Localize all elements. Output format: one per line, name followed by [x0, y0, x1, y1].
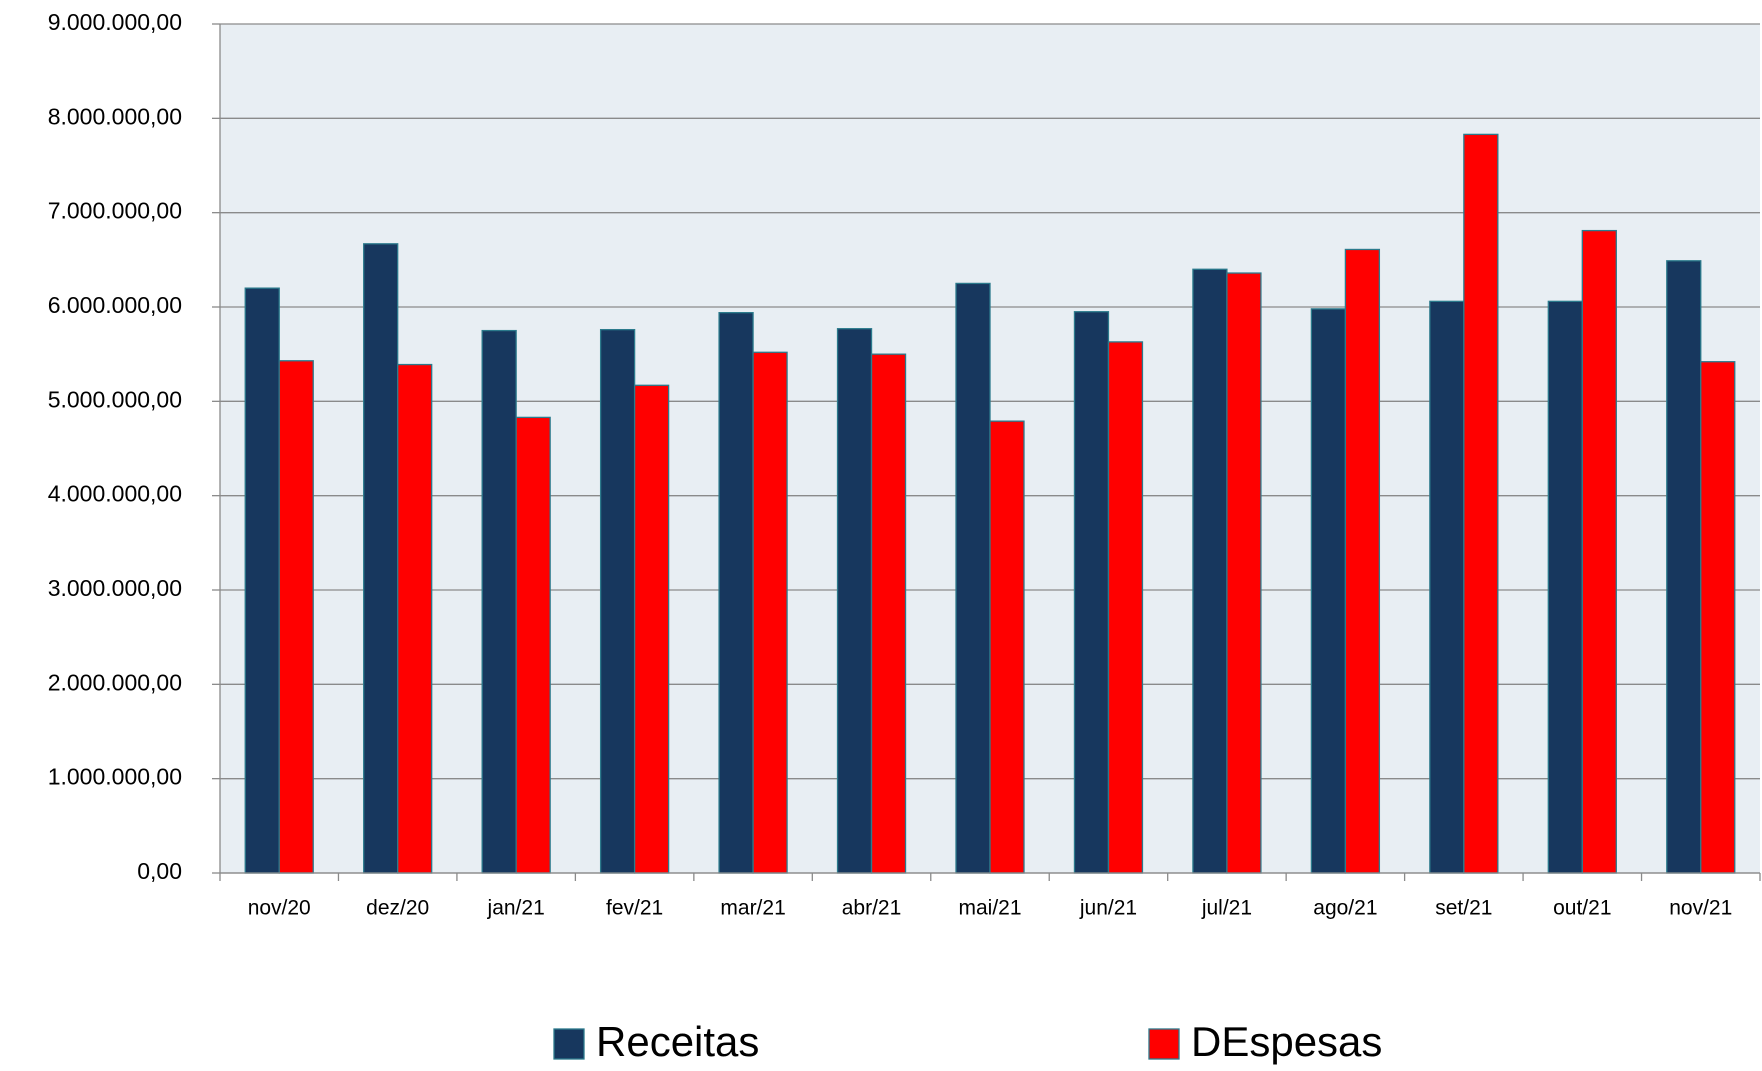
bar [397, 363, 433, 874]
bar [836, 328, 873, 874]
y-tick-label: 8.000.000,00 [48, 103, 182, 129]
legend-swatch [553, 1028, 585, 1060]
x-tick-label: jul/21 [1201, 897, 1252, 920]
x-tick-label: nov/21 [1669, 897, 1732, 920]
bar [1547, 300, 1583, 874]
bar [955, 282, 991, 874]
x-tick-label: out/21 [1553, 897, 1611, 920]
legend-label: DEspesas [1191, 1018, 1382, 1065]
bar [870, 353, 907, 874]
bar [1192, 268, 1228, 874]
y-tick-label: 3.000.000,00 [48, 575, 182, 601]
bar [515, 416, 551, 874]
x-tick-label: jun/21 [1079, 897, 1137, 920]
x-tick-label: abr/21 [842, 897, 902, 920]
bar [1310, 308, 1347, 874]
y-tick-label: 1.000.000,00 [48, 764, 182, 790]
legend-label: Receitas [596, 1018, 759, 1065]
bar [718, 312, 754, 874]
x-tick-label: fev/21 [606, 897, 663, 920]
bar [752, 351, 788, 874]
bar [989, 420, 1025, 874]
bar [599, 328, 636, 874]
bar [1700, 361, 1736, 874]
x-tick-label: mai/21 [958, 897, 1021, 920]
y-tick-label: 7.000.000,00 [48, 198, 182, 224]
legend-swatch [1148, 1028, 1180, 1060]
bar [1107, 341, 1144, 874]
x-tick-label: set/21 [1435, 897, 1492, 920]
bar [1581, 229, 1617, 874]
x-tick-label: mar/21 [720, 897, 785, 920]
y-tick-label: 4.000.000,00 [48, 481, 182, 507]
y-tick-label: 0,00 [137, 858, 182, 884]
bar [278, 360, 314, 874]
bar [1463, 133, 1499, 874]
y-tick-label: 6.000.000,00 [48, 292, 182, 318]
x-tick-label: jan/21 [487, 897, 545, 920]
bar [1429, 300, 1465, 874]
bar [244, 287, 280, 874]
y-tick-label: 9.000.000,00 [48, 9, 182, 35]
bar [1073, 311, 1110, 874]
x-tick-label: nov/20 [248, 897, 311, 920]
bar [1344, 248, 1381, 874]
bar [481, 329, 517, 874]
x-tick-label: dez/20 [366, 897, 429, 920]
bar [1666, 260, 1702, 874]
y-tick-label: 2.000.000,00 [48, 669, 182, 695]
x-tick-label: ago/21 [1313, 897, 1377, 920]
bar [363, 243, 399, 874]
y-tick-label: 5.000.000,00 [48, 386, 182, 412]
bar [633, 384, 670, 874]
bar [1226, 272, 1262, 874]
